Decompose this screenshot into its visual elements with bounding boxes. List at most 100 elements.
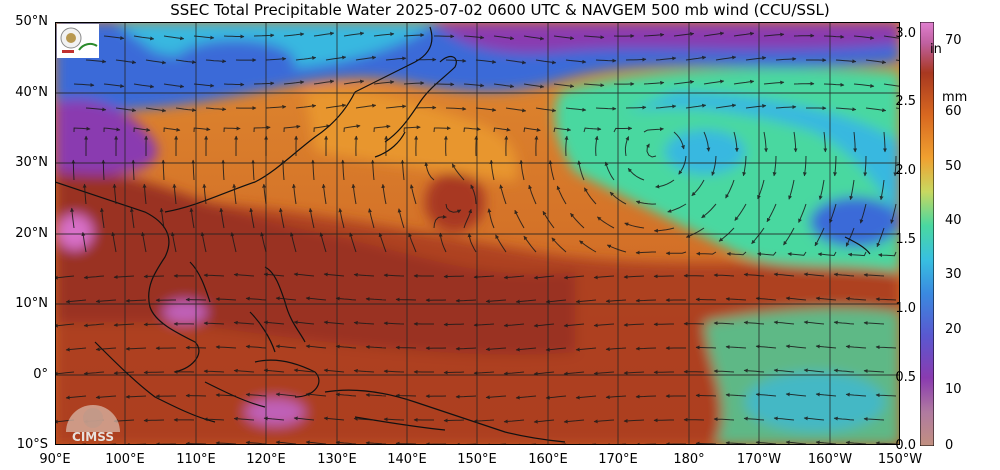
wind-arrow: [400, 159, 405, 181]
wind-arrow: [499, 184, 507, 205]
wind-arrow: [773, 320, 795, 325]
cimss-logo: CIMSS: [58, 388, 128, 444]
wind-arrow: [275, 440, 297, 445]
wind-arrow: [495, 234, 507, 253]
wind-arrow: [703, 79, 725, 85]
wind-arrow: [713, 321, 735, 326]
wind-arrow: [519, 159, 525, 181]
wind-arrow: [143, 370, 165, 375]
wind-arrow: [743, 368, 765, 373]
wind-arrow: [673, 31, 695, 37]
wind-arrow: [523, 127, 541, 133]
lon-label-170e: 170°E: [598, 452, 638, 467]
wind-arrow: [191, 159, 196, 181]
wind-arrow: [763, 80, 785, 85]
wind-arrow: [504, 135, 509, 157]
wind-arrow: [594, 135, 599, 157]
wind-arrow: [726, 251, 747, 256]
wind-arrow: [338, 208, 345, 229]
wind-arrow: [205, 107, 227, 112]
wind-arrow: [667, 203, 687, 213]
wind-arrow: [533, 419, 555, 424]
wind-arrow: [655, 56, 677, 61]
wind-arrow: [493, 83, 515, 89]
wind-arrow: [772, 155, 777, 177]
wind-arrow: [175, 59, 197, 65]
wind-arrow: [365, 344, 387, 349]
wind-arrow: [293, 320, 315, 325]
wind-arrow: [455, 298, 477, 303]
wind-arrow: [215, 297, 237, 302]
wind-arrow: [65, 299, 87, 304]
wind-arrow: [489, 159, 495, 181]
wind-arrow: [275, 344, 297, 349]
wind-arrow: [803, 416, 825, 421]
wind-arrow: [193, 127, 211, 133]
wind-arrow: [695, 345, 717, 350]
wind-arrow: [711, 155, 717, 176]
wind-arrow: [835, 107, 857, 112]
wind-arrow: [733, 31, 755, 37]
wind-arrow: [635, 298, 657, 303]
wind-arrow: [701, 203, 717, 219]
wind-arrow: [685, 227, 705, 238]
lon-label-180: 180°: [673, 452, 705, 467]
wind-arrow: [293, 368, 315, 373]
wind-arrow: [595, 106, 617, 111]
wind-arrow: [533, 371, 555, 376]
wind-arrow: [353, 368, 375, 373]
wind-arrow: [814, 227, 825, 247]
wind-arrow: [319, 232, 327, 253]
wind-arrow: [815, 440, 837, 445]
wind-arrow: [725, 179, 735, 199]
wind-arrow: [81, 231, 87, 253]
wind-arrow: [673, 79, 695, 85]
wind-arrow: [278, 207, 285, 229]
wind-arrow: [563, 371, 585, 376]
wind-arrow: [503, 419, 525, 424]
lon-label-140e: 140°E: [387, 452, 427, 467]
wind-arrow: [323, 320, 345, 325]
wind-arrow: [725, 296, 747, 301]
wind-arrow: [523, 83, 545, 89]
wind-arrow: [73, 126, 91, 133]
wind-arrow: [673, 131, 685, 150]
wind-arrow: [785, 440, 807, 445]
wind-arrow: [373, 124, 391, 133]
wind-arrow: [833, 368, 855, 373]
wind-arrow: [755, 440, 777, 445]
colorbar-mm-tick-60: 60: [945, 104, 962, 119]
wind-arrow: [455, 346, 477, 351]
wind-arrow: [161, 159, 166, 181]
wind-arrow: [203, 417, 225, 422]
colorbar-mm-tick-40: 40: [945, 213, 962, 228]
wind-arrow: [438, 232, 447, 253]
wind-arrow: [691, 179, 705, 197]
wind-arrow: [743, 416, 765, 421]
wind-arrow: [515, 395, 537, 400]
wind-arrow: [125, 346, 147, 351]
wind-arrow: [325, 103, 347, 109]
wind-arrow: [70, 207, 75, 229]
wind-arrow: [283, 124, 301, 133]
wind-arrow: [175, 107, 197, 113]
wind-arrow: [373, 32, 395, 37]
colorbar-mm-tick-20: 20: [945, 322, 962, 337]
wind-arrow: [323, 368, 345, 373]
wind-arrow: [455, 394, 477, 399]
wind-arrow: [742, 155, 747, 177]
lon-label-90e: 90°E: [39, 452, 71, 467]
wind-arrow: [883, 131, 887, 153]
wind-arrow: [604, 161, 615, 181]
wind-arrow: [443, 370, 465, 375]
wind-arrow: [643, 80, 665, 85]
wind-arrow: [564, 135, 569, 157]
wind-arrow: [340, 159, 345, 181]
wind-arrow: [403, 125, 421, 133]
wind-arrow: [203, 321, 225, 326]
wind-arrow: [112, 183, 117, 205]
wind-arrow: [713, 417, 735, 422]
wind-arrow: [443, 274, 465, 279]
wind-arrow: [802, 155, 807, 177]
wind-arrow: [385, 56, 407, 61]
